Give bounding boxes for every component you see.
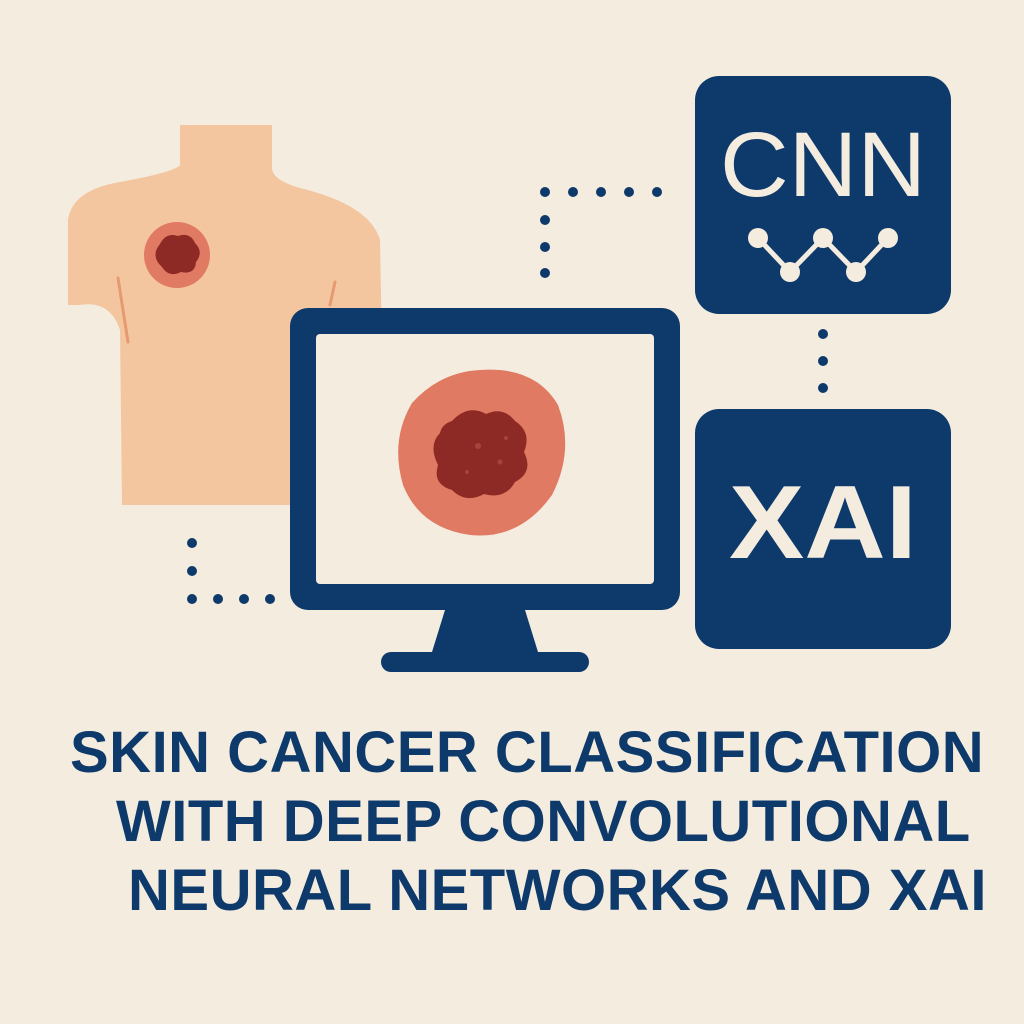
monitor-base [381, 652, 589, 672]
monitor-illustration [290, 308, 680, 672]
xai-box: XAI [695, 409, 951, 649]
title-line-1: SKIN CANCER CLASSIFICATION [70, 718, 984, 787]
title-line-2: WITH DEEP CONVOLUTIONAL [116, 787, 971, 856]
torso-lesion [144, 222, 210, 288]
monitor-stand [432, 610, 538, 652]
connector-torso-to-monitor [187, 538, 275, 604]
connector-cnn-to-xai [818, 329, 828, 393]
cnn-label: CNN [720, 114, 926, 216]
connector-monitor-to-cnn [540, 187, 662, 278]
xai-label: XAI [729, 465, 917, 581]
cnn-box: CNN [695, 76, 951, 314]
title-line-3: NEURAL NETWORKS AND XAI [128, 856, 987, 925]
